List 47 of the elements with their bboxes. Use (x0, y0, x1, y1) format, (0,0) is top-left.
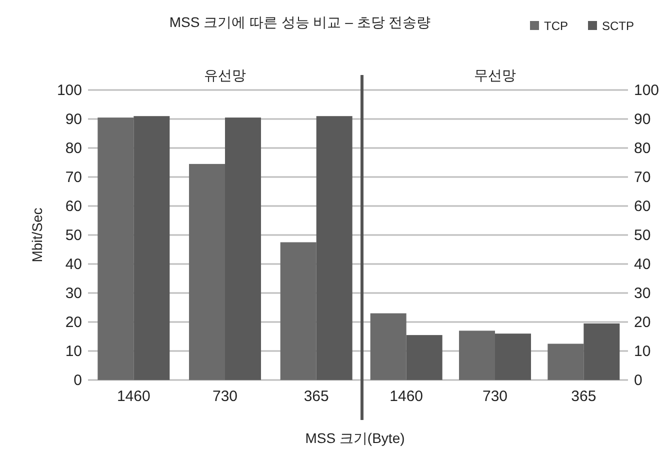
y-axis-title: Mbit/Sec (29, 208, 45, 262)
chart-subtitle: 무선망 (474, 67, 516, 83)
bar (459, 330, 495, 380)
bar (584, 323, 620, 380)
y-tick-label: 100 (56, 82, 82, 99)
chart-subtitle: 유선망 (204, 67, 246, 83)
bar (225, 118, 261, 380)
legend-label: TCP (544, 19, 568, 33)
bar (134, 116, 170, 380)
y-tick-label: 50 (634, 227, 651, 244)
x-tick-label: 365 (304, 388, 329, 405)
bar (406, 335, 442, 380)
y-tick-label: 10 (65, 343, 82, 360)
bar (189, 164, 225, 380)
bar (495, 334, 531, 380)
y-tick-label: 10 (634, 343, 651, 360)
bar (548, 344, 584, 380)
x-tick-label: 1460 (390, 388, 424, 405)
bar (370, 313, 406, 380)
y-tick-label: 0 (74, 372, 82, 389)
y-tick-label: 30 (65, 285, 82, 302)
y-tick-label: 60 (65, 198, 82, 215)
y-tick-label: 40 (65, 256, 82, 273)
y-tick-label: 20 (65, 314, 82, 331)
bar (280, 242, 316, 380)
y-tick-label: 80 (65, 140, 82, 157)
x-tick-label: 730 (212, 388, 238, 405)
y-tick-label: 50 (65, 227, 82, 244)
chart-title: MSS 크기에 따른 성능 비교 – 초당 전송량 (169, 14, 431, 30)
x-tick-label: 365 (571, 388, 596, 405)
legend-label: SCTP (602, 19, 634, 33)
x-tick-label: 1460 (116, 388, 150, 405)
bar (316, 116, 352, 380)
y-tick-label: 20 (634, 314, 651, 331)
bar (98, 118, 134, 380)
y-tick-label: 70 (634, 169, 651, 186)
y-tick-label: 90 (65, 111, 82, 128)
y-tick-label: 70 (65, 169, 82, 186)
y-tick-label: 30 (634, 285, 651, 302)
x-tick-label: 730 (482, 388, 508, 405)
y-tick-label: 40 (634, 256, 651, 273)
y-tick-label: 90 (634, 111, 651, 128)
y-tick-label: 60 (634, 198, 651, 215)
y-tick-label: 0 (634, 372, 642, 389)
y-tick-label: 100 (634, 82, 660, 99)
x-axis-title: MSS 크기(Byte) (305, 430, 405, 446)
y-tick-label: 80 (634, 140, 651, 157)
